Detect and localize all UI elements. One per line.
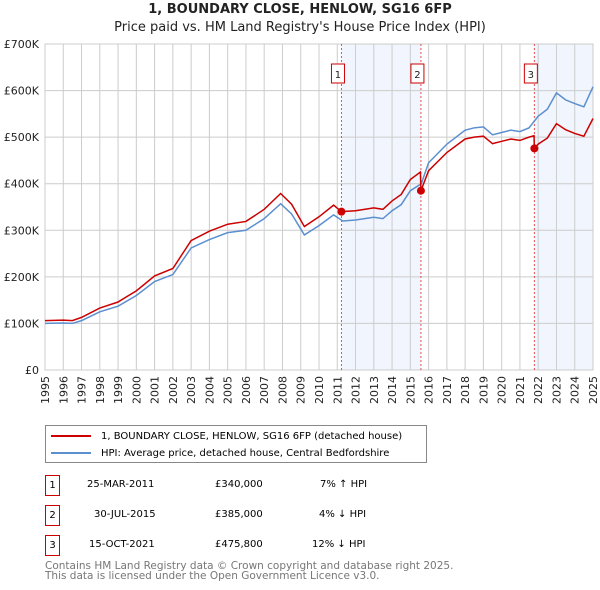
chart-subtitle: Price paid vs. HM Land Registry's House …: [114, 20, 486, 35]
sale-label-text: 1: [335, 70, 341, 81]
series-line: [44, 118, 594, 322]
x-tick-label: 2010: [313, 376, 326, 404]
x-tick-label: 2000: [130, 376, 143, 404]
transaction-price: £340,000: [215, 479, 263, 490]
x-tick-label: 2006: [240, 376, 253, 404]
transaction-marker: 1: [45, 475, 60, 496]
x-tick-label: 2003: [185, 376, 198, 404]
footer-licence: This data is licensed under the Open Gov…: [45, 570, 380, 582]
x-tick-label: 2020: [496, 376, 509, 404]
x-tick-label: 2014: [386, 376, 399, 404]
transaction-row: 1 25-MAR-2011 £340,000 7% ↑ HPI: [45, 475, 465, 496]
x-tick-label: 2009: [295, 376, 308, 404]
sale-label: 1: [330, 63, 345, 84]
sale-label-box: [523, 63, 538, 84]
legend-item-hpi: HPI: Average price, detached house, Cent…: [51, 445, 389, 461]
transaction-hpi: 7% ↑ HPI: [320, 479, 368, 490]
sale-point: [416, 186, 425, 195]
x-tick-label: 2012: [350, 376, 363, 404]
y-tick-label: £400K: [4, 178, 40, 191]
x-tick-label: 2023: [550, 376, 563, 404]
x-tick-label: 2024: [569, 376, 582, 404]
x-tick-label: 2002: [167, 376, 180, 404]
x-tick-label: 2017: [441, 376, 454, 404]
series-line: [44, 86, 594, 325]
y-tick-label: £100K: [4, 317, 40, 330]
x-tick-label: 2005: [222, 376, 235, 404]
y-tick-label: £0: [25, 364, 39, 377]
transaction-marker: 3: [45, 535, 60, 556]
transaction-date: 15-OCT-2021: [89, 539, 155, 550]
transaction-price: £385,000: [215, 509, 263, 520]
x-tick-label: 1997: [76, 376, 89, 404]
transaction-row: 2 30-JUL-2015 £385,000 4% ↓ HPI: [45, 505, 465, 526]
sale-point: [530, 144, 539, 153]
x-tick-label: 1998: [94, 376, 107, 404]
y-tick-label: £600K: [4, 85, 40, 98]
x-tick-label: 2007: [258, 376, 271, 404]
x-tick-label: 2016: [423, 376, 436, 404]
sale-label: 3: [523, 63, 538, 84]
transaction-date: 25-MAR-2011: [87, 479, 155, 490]
legend-item-property: 1, BOUNDARY CLOSE, HENLOW, SG16 6FP (det…: [51, 428, 402, 444]
legend: 1, BOUNDARY CLOSE, HENLOW, SG16 6FP (det…: [45, 425, 427, 463]
y-tick-label: £300K: [4, 224, 40, 237]
y-tick-label: £700K: [4, 38, 40, 51]
x-tick-label: 1995: [39, 376, 52, 404]
x-tick-label: 2018: [459, 376, 472, 404]
sale-label-box: [410, 63, 425, 84]
sale-label: 2: [410, 63, 425, 84]
transaction-price: £475,800: [215, 539, 263, 550]
x-tick-label: 1999: [112, 376, 125, 404]
x-tick-label: 1996: [57, 376, 70, 404]
transaction-hpi: 12% ↓ HPI: [312, 539, 366, 550]
x-tick-label: 2008: [276, 376, 289, 404]
footer-copyright: Contains HM Land Registry data © Crown c…: [45, 560, 454, 572]
x-tick-label: 2013: [368, 376, 381, 404]
x-tick-label: 2011: [331, 376, 344, 404]
x-tick-label: 2015: [404, 376, 417, 404]
x-tick-label: 2004: [203, 376, 216, 404]
legend-label: HPI: Average price, detached house, Cent…: [101, 447, 390, 459]
sale-label-text: 3: [528, 70, 534, 81]
x-tick-label: 2022: [532, 376, 545, 404]
legend-swatch: [51, 435, 91, 437]
price-chart: 1995 1996 1997 1998 1999 2000 2001 2002 2003 2004…: [4, 38, 600, 404]
transaction-row: 3 15-OCT-2021 £475,800 12% ↓ HPI: [45, 535, 465, 556]
transaction-date: 30-JUL-2015: [94, 509, 156, 520]
legend-label: 1, BOUNDARY CLOSE, HENLOW, SG16 6FP (det…: [101, 430, 403, 442]
x-tick-label: 2021: [514, 376, 527, 404]
transaction-hpi: 4% ↓ HPI: [319, 509, 367, 520]
chart-title: 1, BOUNDARY CLOSE, HENLOW, SG16 6FP: [148, 2, 452, 17]
x-tick-label: 2025: [587, 376, 600, 404]
shaded-period: [534, 44, 593, 370]
sale-label-text: 2: [414, 70, 420, 81]
x-tick-label: 2001: [149, 376, 162, 404]
x-tick-label: 2019: [477, 376, 490, 404]
sale-point: [337, 207, 346, 216]
legend-swatch: [51, 452, 91, 454]
shaded-period: [341, 44, 421, 370]
y-tick-label: £500K: [4, 131, 40, 144]
transaction-marker: 2: [45, 505, 60, 526]
plot-border: [44, 43, 594, 371]
sale-label-box: [330, 63, 345, 84]
y-tick-label: £200K: [4, 271, 40, 284]
